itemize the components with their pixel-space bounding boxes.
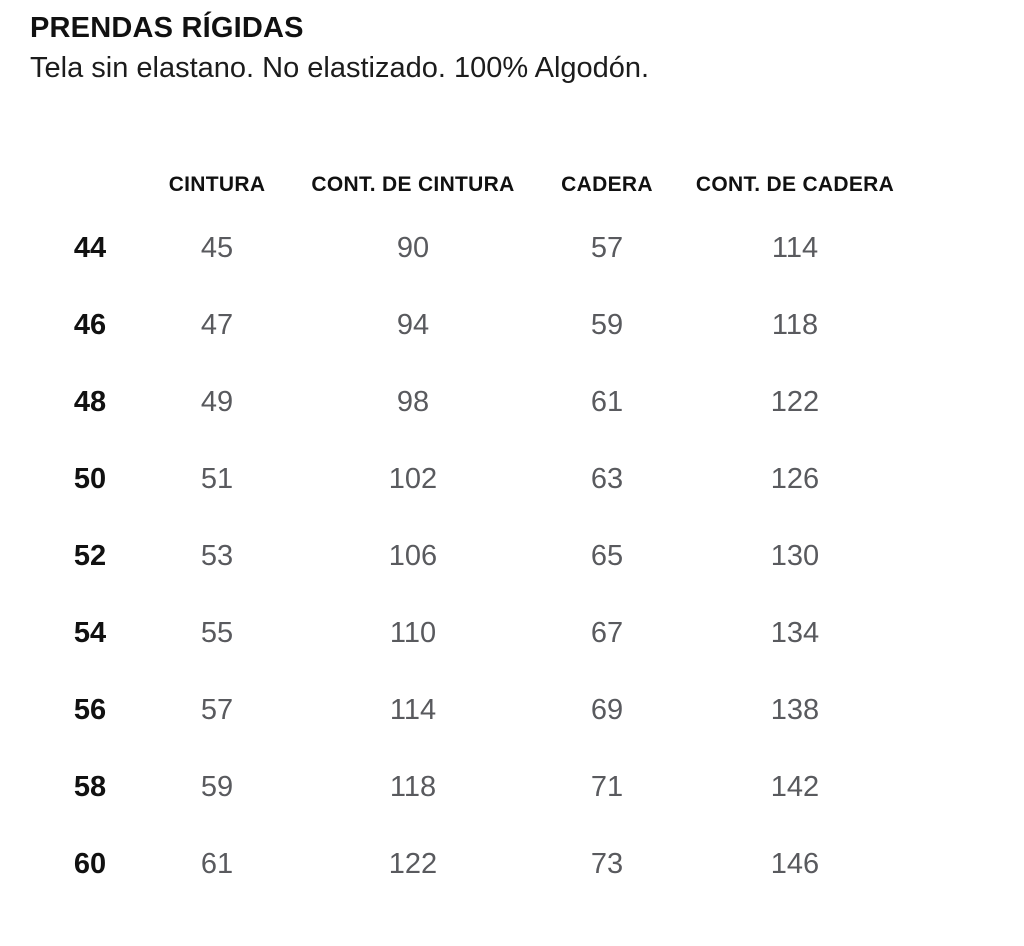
size-cell: 58 [73, 770, 107, 803]
value-cell: 47 [200, 308, 234, 341]
size-cell: 48 [73, 385, 107, 418]
table-row: 52 53 106 65 130 [0, 518, 1024, 595]
value-cell: 53 [200, 539, 234, 572]
value-cell: 57 [200, 693, 234, 726]
value-cell: 142 [770, 770, 820, 803]
value-cell: 118 [771, 308, 819, 341]
value-cell: 65 [590, 539, 624, 572]
value-cell: 71 [590, 770, 624, 803]
value-cell: 118 [389, 770, 437, 803]
size-cell: 54 [73, 616, 107, 649]
table-row: 56 57 114 69 138 [0, 672, 1024, 749]
table-row: 60 61 122 73 146 [0, 826, 1024, 903]
size-cell: 50 [73, 462, 107, 495]
value-cell: 122 [388, 847, 438, 880]
size-cell: 56 [73, 693, 107, 726]
table-row: 44 45 90 57 114 [0, 210, 1024, 287]
value-cell: 61 [590, 385, 624, 418]
value-cell: 138 [770, 693, 820, 726]
value-cell: 59 [200, 770, 234, 803]
size-cell: 60 [73, 847, 107, 880]
value-cell: 73 [590, 847, 624, 880]
table-row: 54 55 110 67 134 [0, 595, 1024, 672]
table-row: 50 51 102 63 126 [0, 441, 1024, 518]
table-row: 48 49 98 61 122 [0, 364, 1024, 441]
value-cell: 57 [590, 231, 624, 264]
page-header: PRENDAS RÍGIDAS Tela sin elastano. No el… [0, 0, 1024, 86]
size-cell: 44 [73, 231, 107, 264]
value-cell: 130 [770, 539, 820, 572]
table-row: 58 59 118 71 142 [0, 749, 1024, 826]
value-cell: 98 [396, 385, 430, 418]
value-cell: 55 [200, 616, 234, 649]
header-cell-cintura: CINTURA [168, 172, 266, 196]
page-subtitle: Tela sin elastano. No elastizado. 100% A… [30, 52, 650, 85]
value-cell: 126 [770, 462, 820, 495]
size-table: CINTURA CONT. DE CINTURA CADERA CONT. DE… [0, 160, 1024, 903]
value-cell: 102 [388, 462, 438, 495]
value-cell: 122 [770, 385, 820, 418]
value-cell: 114 [771, 231, 819, 264]
value-cell: 51 [200, 462, 234, 495]
header-cell-cont-cintura: CONT. DE CINTURA [311, 172, 515, 196]
value-cell: 94 [396, 308, 430, 341]
page-title: PRENDAS RÍGIDAS [30, 12, 304, 44]
value-cell: 134 [770, 616, 820, 649]
value-cell: 110 [389, 616, 437, 649]
value-cell: 69 [590, 693, 624, 726]
value-cell: 59 [590, 308, 624, 341]
value-cell: 61 [200, 847, 234, 880]
value-cell: 63 [590, 462, 624, 495]
table-row: 46 47 94 59 118 [0, 287, 1024, 364]
size-cell: 46 [73, 308, 107, 341]
value-cell: 90 [396, 231, 430, 264]
value-cell: 114 [389, 693, 437, 726]
value-cell: 67 [590, 616, 624, 649]
header-cell-cadera: CADERA [561, 172, 653, 196]
table-header-row: CINTURA CONT. DE CINTURA CADERA CONT. DE… [0, 160, 1024, 210]
value-cell: 106 [388, 539, 438, 572]
header-cell-cont-cadera: CONT. DE CADERA [695, 172, 895, 196]
value-cell: 49 [200, 385, 234, 418]
value-cell: 45 [200, 231, 234, 264]
table-body: 44 45 90 57 114 46 47 94 59 118 48 49 98 61 122 50 51 102… [0, 210, 1024, 903]
value-cell: 146 [770, 847, 820, 880]
size-cell: 52 [73, 539, 107, 572]
